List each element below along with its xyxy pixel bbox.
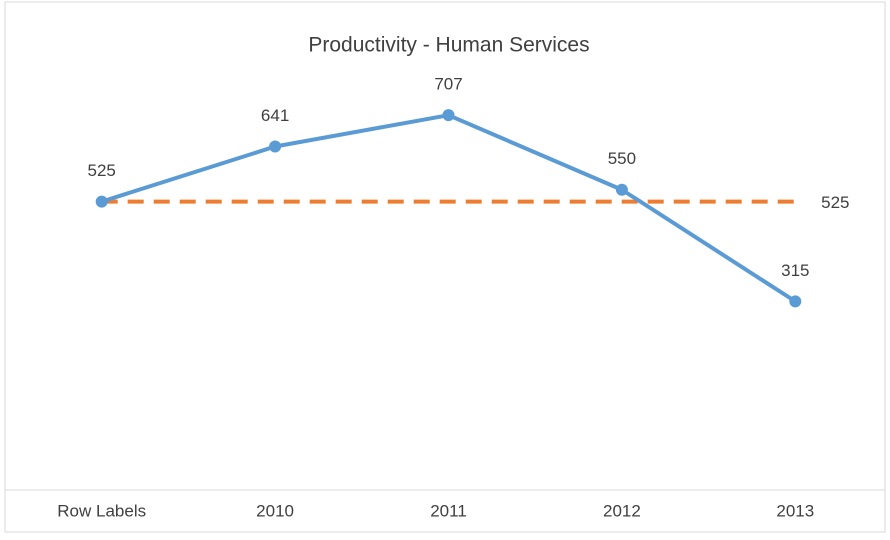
chart-title: Productivity - Human Services — [308, 34, 589, 57]
data-label: 525 — [821, 193, 849, 212]
data-label: 525 — [88, 161, 116, 180]
data-label: 315 — [781, 261, 809, 280]
x-tick-label: 2012 — [603, 501, 641, 520]
data-label: 550 — [608, 149, 636, 168]
point — [789, 295, 802, 308]
point — [269, 140, 282, 153]
data-label: 707 — [434, 75, 462, 94]
x-tick-label: Row Labels — [57, 501, 146, 520]
x-tick-label: 2010 — [256, 501, 294, 520]
point — [442, 109, 455, 122]
point — [95, 195, 108, 208]
x-tick-label: 2011 — [430, 501, 467, 520]
data-label: 641 — [261, 106, 289, 125]
x-tick-label: 2013 — [776, 501, 814, 520]
point — [615, 183, 628, 196]
